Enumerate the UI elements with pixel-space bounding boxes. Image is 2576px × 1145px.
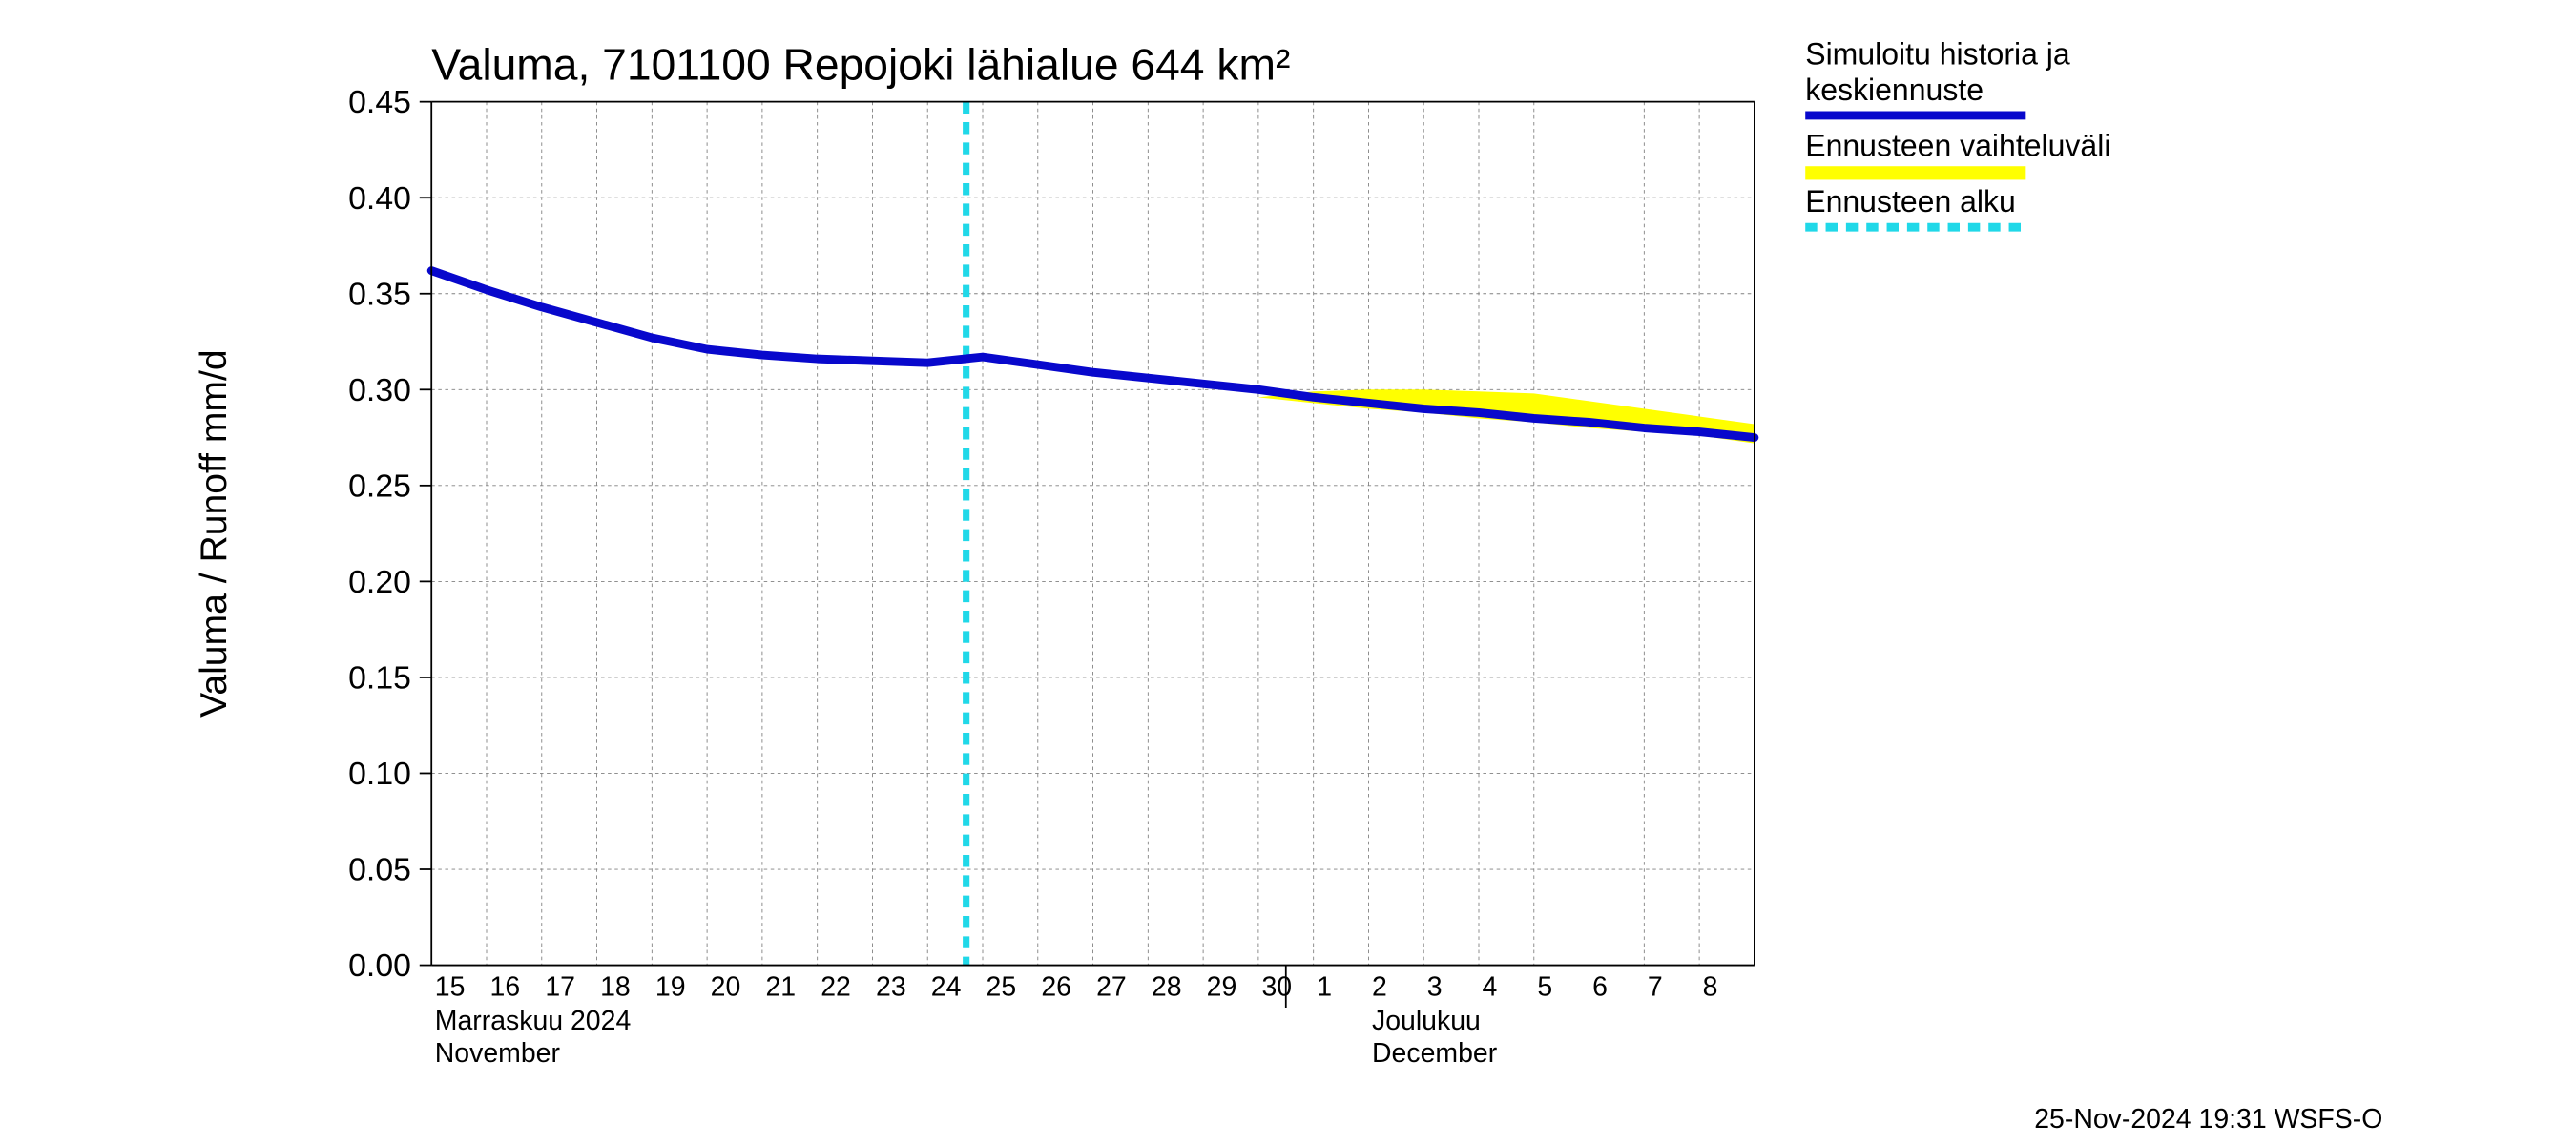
y-tick-label: 0.45 (348, 84, 411, 120)
y-tick-label: 0.05 (348, 852, 411, 888)
x-tick-label: 1 (1317, 972, 1332, 1003)
y-tick-label: 0.40 (348, 180, 411, 217)
y-tick-label: 0.10 (348, 756, 411, 792)
legend-label-3: Ennusteen alku (1805, 184, 2016, 219)
month-label-nov-fi: Marraskuu 2024 (435, 1006, 632, 1036)
x-tick-label: 5 (1537, 972, 1552, 1003)
y-tick-label: 0.35 (348, 276, 411, 312)
x-tick-label: 29 (1207, 972, 1237, 1003)
footer-timestamp: 25-Nov-2024 19:31 WSFS-O (2034, 1104, 2382, 1135)
month-label-dec-en: December (1372, 1038, 1497, 1069)
x-tick-label: 6 (1592, 972, 1608, 1003)
y-tick-label: 0.25 (348, 468, 411, 504)
x-tick-label: 27 (1096, 972, 1127, 1003)
y-axis-label: Valuma / Runoff mm/d (194, 349, 235, 717)
x-tick-label: 21 (765, 972, 796, 1003)
month-label-dec-fi: Joulukuu (1372, 1006, 1481, 1036)
x-tick-label: 28 (1152, 972, 1182, 1003)
y-tick-label: 0.15 (348, 659, 411, 696)
y-tick-label: 0.20 (348, 564, 411, 600)
x-tick-label: 17 (545, 972, 575, 1003)
chart-title: Valuma, 7101100 Repojoki lähialue 644 km… (431, 40, 1290, 90)
y-tick-label: 0.30 (348, 372, 411, 408)
x-tick-label: 24 (931, 972, 962, 1003)
legend-label-1b: keskiennuste (1805, 73, 1984, 107)
x-tick-label: 15 (435, 972, 466, 1003)
x-tick-label: 23 (876, 972, 906, 1003)
runoff-chart: 0.00 0.05 0.10 0.15 0.20 0.25 0.30 0.35 0.40 0.45… (0, 0, 2576, 1145)
x-tick-label: 22 (821, 972, 851, 1003)
legend-swatch-band (1805, 166, 2025, 179)
x-tick-label: 16 (490, 972, 521, 1003)
x-tick-label: 30 (1261, 972, 1292, 1003)
legend-label-2: Ennusteen vaihteluväli (1805, 129, 2110, 163)
x-tick-label: 4 (1483, 972, 1498, 1003)
legend-label-1a: Simuloitu historia ja (1805, 37, 2070, 72)
x-tick-label: 3 (1427, 972, 1443, 1003)
x-tick-label: 20 (711, 972, 741, 1003)
x-tick-label: 2 (1372, 972, 1387, 1003)
x-tick-label: 7 (1648, 972, 1663, 1003)
y-tick-label: 0.00 (348, 947, 411, 984)
x-tick-label: 8 (1703, 972, 1718, 1003)
month-label-nov-en: November (435, 1038, 560, 1069)
x-tick-label: 18 (600, 972, 631, 1003)
x-tick-label: 26 (1041, 972, 1071, 1003)
x-tick-label: 25 (987, 972, 1017, 1003)
x-tick-label: 19 (655, 972, 686, 1003)
